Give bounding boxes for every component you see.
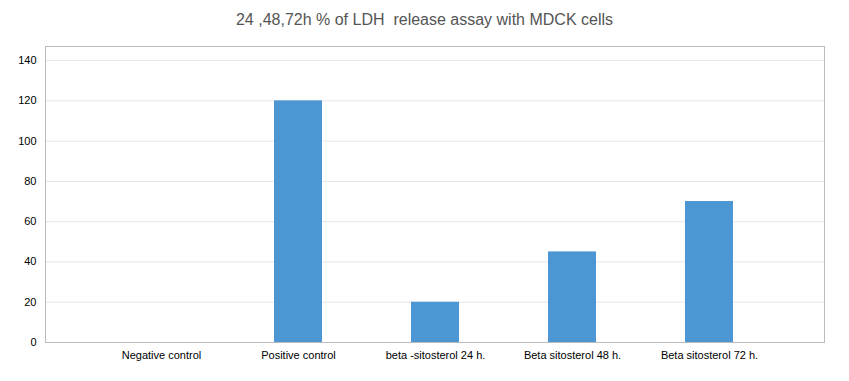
svg-text:beta -sitosterol 24 h.: beta -sitosterol 24 h. bbox=[386, 349, 486, 361]
svg-text:0: 0 bbox=[30, 336, 36, 348]
svg-text:Beta sitosterol 48 h.: Beta sitosterol 48 h. bbox=[524, 349, 621, 361]
svg-text:40: 40 bbox=[24, 255, 36, 267]
svg-text:140: 140 bbox=[18, 54, 36, 66]
svg-text:60: 60 bbox=[24, 215, 36, 227]
svg-text:Negative control: Negative control bbox=[122, 349, 202, 361]
svg-text:120: 120 bbox=[18, 94, 36, 106]
svg-text:Beta sitosterol 72 h.: Beta sitosterol 72 h. bbox=[661, 349, 758, 361]
html-text:24 ,48,72h % of LDH release as: 24 ,48,72h % of LDH release assay with M… bbox=[236, 11, 613, 28]
svg-text:80: 80 bbox=[24, 175, 36, 187]
svg-text:100: 100 bbox=[18, 135, 36, 147]
svg-text:20: 20 bbox=[24, 296, 36, 308]
svg-text:Positive control: Positive control bbox=[261, 349, 336, 361]
